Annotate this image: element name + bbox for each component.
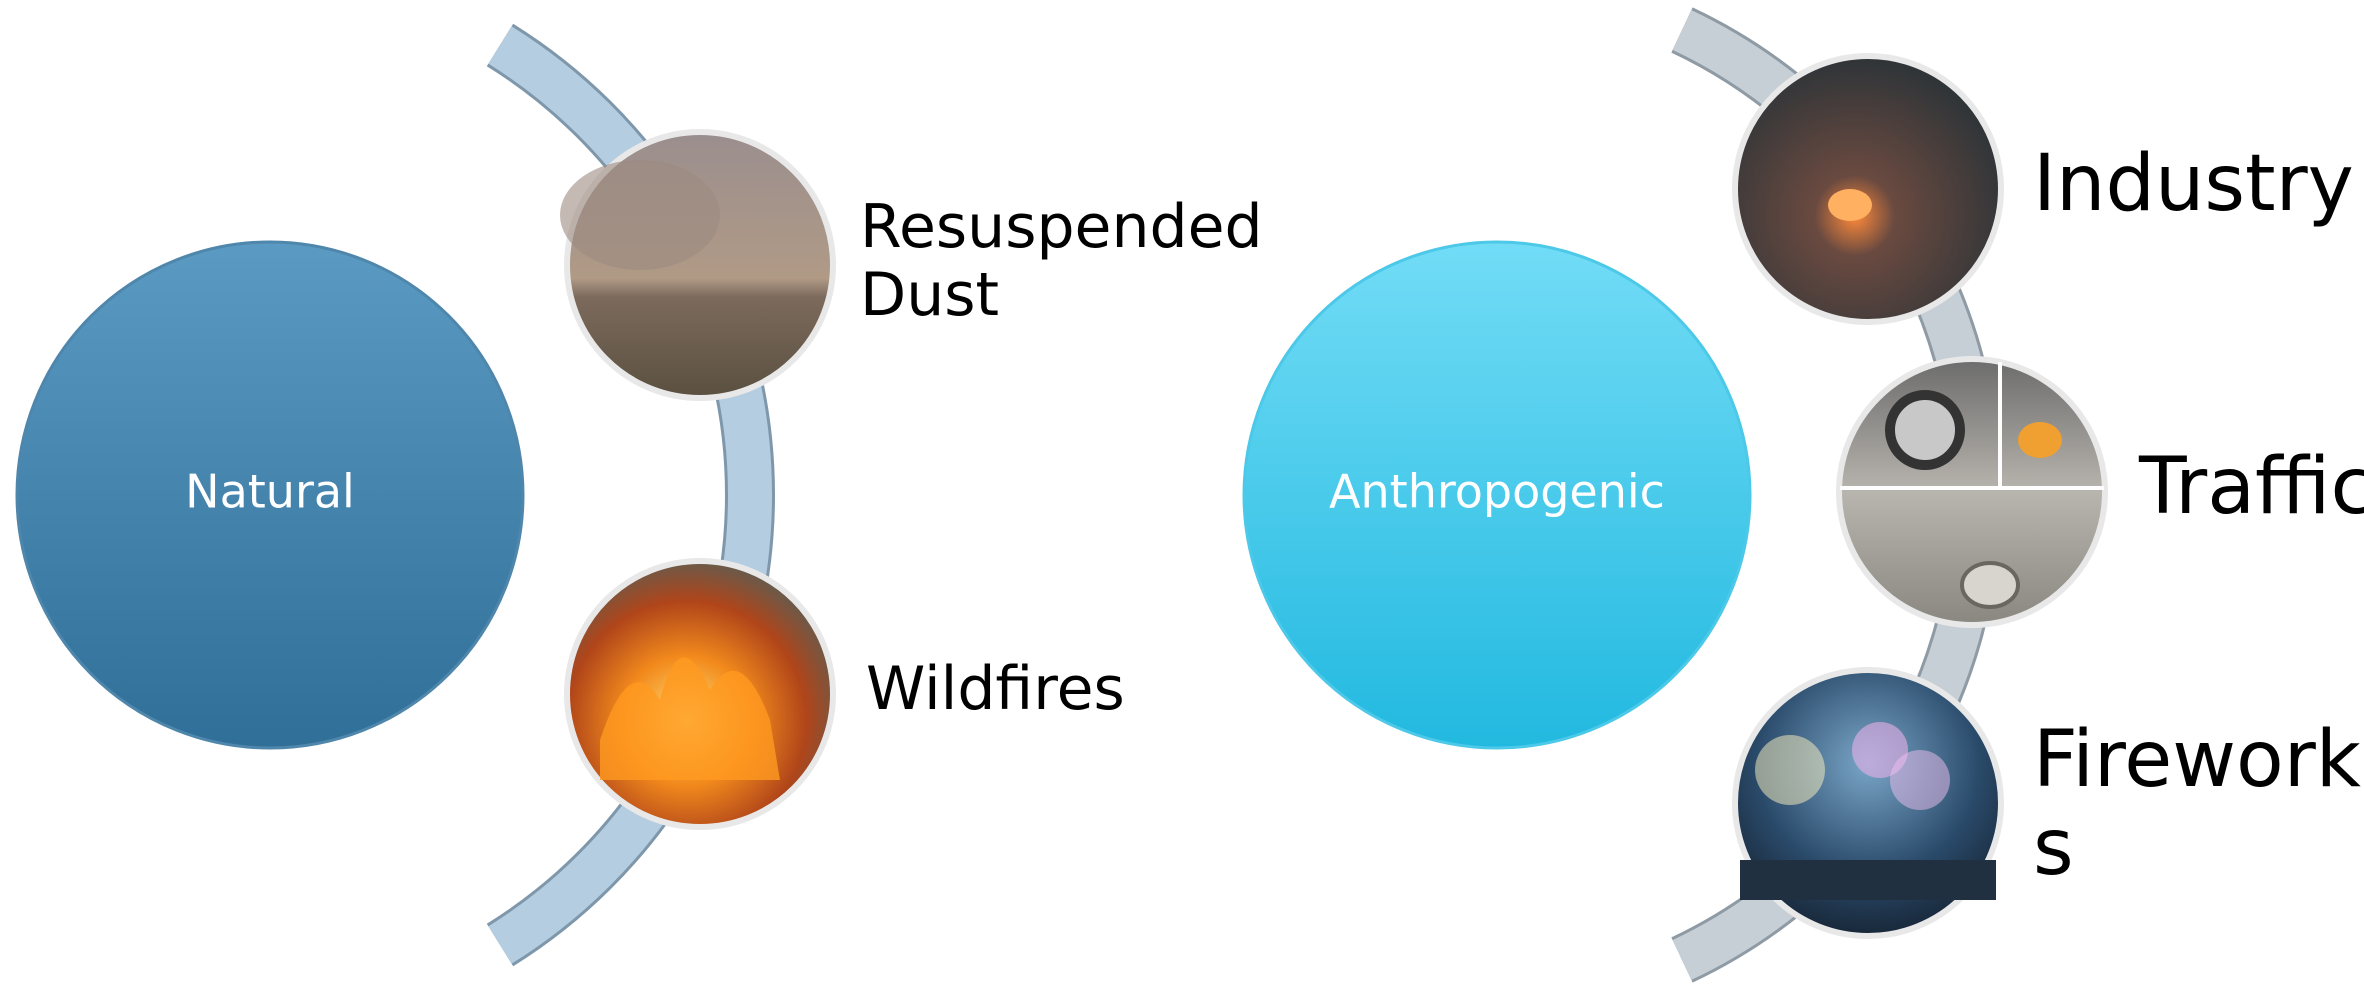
photo-fireworks: [1735, 670, 2001, 936]
label-line: Resuspended: [860, 192, 1263, 262]
hub-label: Natural: [185, 465, 355, 519]
label-line: Traffic: [2138, 442, 2364, 532]
photo-traffic: [1839, 359, 2105, 625]
label-line: s: [2033, 803, 2074, 893]
photo-industry: [1735, 56, 2001, 322]
page: {"groups": [ {"label": "Natural", "items…: [0, 0, 2364, 985]
diagram: Natural Anthropogenic ResuspendedDust Wi…: [0, 0, 2364, 985]
label-line: Industry: [2033, 139, 2354, 229]
label-line: Firework: [2033, 715, 2361, 805]
item-label: Traffic: [2138, 442, 2364, 532]
item-label: Wildfires: [866, 654, 1125, 724]
photo-dust: [560, 132, 833, 398]
item-label: Industry: [2033, 139, 2354, 229]
photo-wildfire: [567, 561, 833, 827]
label-line: Wildfires: [866, 654, 1125, 724]
label-line: Dust: [860, 260, 999, 330]
hub-label: Anthropogenic: [1329, 465, 1665, 519]
